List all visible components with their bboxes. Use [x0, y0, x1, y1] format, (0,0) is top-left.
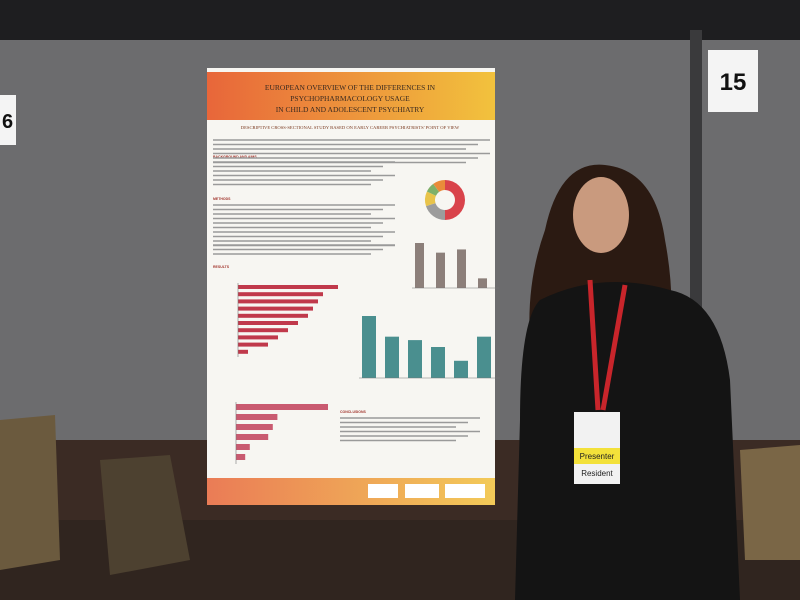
bar — [238, 285, 338, 289]
section-heading: CONCLUSIONS — [340, 410, 367, 414]
bar — [238, 299, 318, 304]
section-heading: METHODS — [213, 197, 231, 201]
bar — [415, 243, 424, 288]
pie-slice — [445, 180, 465, 220]
bar — [457, 249, 466, 288]
board-card — [708, 50, 758, 112]
logo — [405, 484, 439, 498]
section-heading: BACKGROUND AND AIMS — [213, 155, 257, 159]
bar — [436, 252, 445, 288]
bar — [385, 336, 399, 378]
board-number: 15 — [720, 69, 747, 96]
board-card — [0, 95, 16, 145]
bar — [238, 335, 278, 340]
badge-status: Resident — [581, 469, 613, 478]
bar — [238, 342, 268, 347]
person: Presenter Resident — [515, 164, 740, 600]
poster-title: IN CHILD AND ADOLESCENT PSYCHIATRY — [276, 105, 425, 114]
bar — [236, 404, 328, 410]
chair-left — [0, 415, 60, 570]
poster-title: EUROPEAN OVERVIEW OF THE DIFFERENCES IN — [265, 83, 436, 92]
pie-slice — [425, 203, 445, 220]
section-heading: RESULTS — [213, 265, 230, 269]
bar — [238, 321, 298, 325]
bar — [238, 313, 308, 318]
bar — [362, 316, 376, 378]
chair-right — [740, 445, 800, 560]
bar — [236, 414, 278, 420]
face — [573, 177, 629, 253]
bar — [477, 336, 491, 378]
bar — [431, 347, 445, 378]
board-number: 6 — [2, 111, 13, 133]
bar — [236, 454, 246, 460]
logo — [445, 484, 485, 498]
pie-slice — [433, 180, 445, 192]
bar — [238, 328, 288, 333]
poster-title: PSYCHOPHARMACOLOGY USAGE — [290, 94, 410, 103]
lanyard — [587, 279, 628, 411]
bar — [408, 340, 422, 378]
bar — [454, 360, 468, 378]
pie-slice — [425, 191, 436, 207]
poster: EUROPEAN OVERVIEW OF THE DIFFERENCES IN … — [207, 68, 500, 505]
bar — [236, 444, 250, 450]
bar — [238, 306, 313, 311]
chair-mid — [100, 455, 190, 575]
title-banner — [207, 72, 495, 120]
bar — [238, 292, 323, 297]
logo — [368, 484, 398, 498]
bar — [236, 424, 273, 430]
bar — [478, 278, 487, 288]
badge-band — [574, 448, 620, 464]
clothing — [515, 282, 740, 600]
bar — [238, 349, 248, 354]
body-text — [213, 139, 490, 442]
pie-slice — [426, 183, 440, 196]
poster-subtitle: DESCRIPTIVE CROSS-SECTIONAL STUDY BASED … — [241, 125, 460, 130]
badge-role: Presenter — [580, 452, 615, 461]
bar — [236, 434, 269, 440]
